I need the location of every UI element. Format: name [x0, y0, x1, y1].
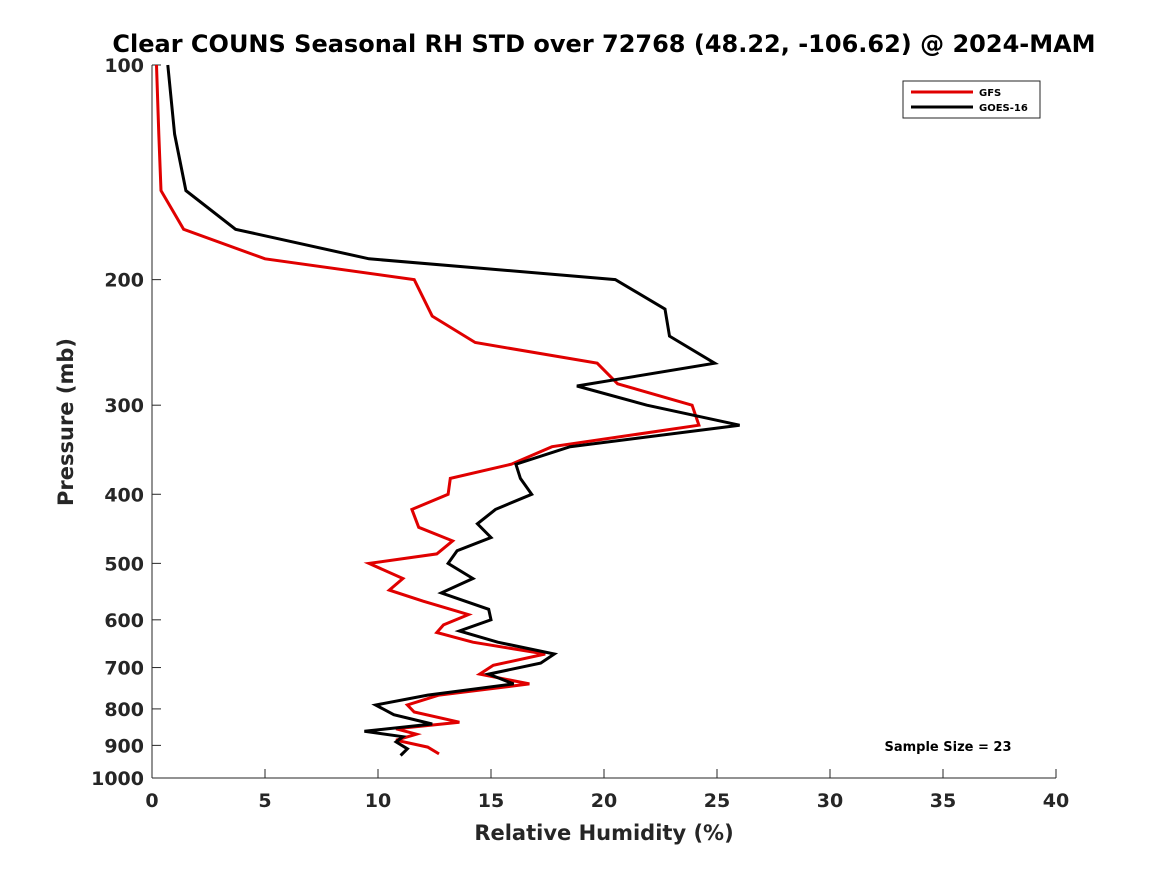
legend: GFS GOES-16 [902, 80, 1041, 119]
x-tick-label: 35 [930, 790, 956, 812]
sample-size-annotation: Sample Size = 23 [884, 740, 1011, 755]
y-tick-label: 400 [104, 484, 144, 506]
x-tick-label: 25 [704, 790, 730, 812]
legend-box [902, 80, 1041, 119]
legend-label-gfs: GFS [979, 88, 1001, 99]
x-ticks: 0 5 10 15 20 25 30 35 40 [145, 769, 1069, 812]
chart-title: Clear COUNS Seasonal RH STD over 72768 (… [112, 30, 1095, 58]
y-ticks: 100 200 300 400 500 600 700 800 900 1000 [91, 55, 161, 790]
x-tick-label: 15 [478, 790, 504, 812]
y-tick-label: 300 [104, 395, 144, 417]
y-tick-label: 100 [104, 55, 144, 77]
y-tick-label: 500 [104, 553, 144, 575]
series-lines [155, 64, 740, 757]
x-axis-label: Relative Humidity (%) [474, 821, 733, 845]
y-tick-label: 900 [104, 735, 144, 757]
y-tick-label: 1000 [91, 768, 144, 790]
y-tick-label: 700 [104, 658, 144, 680]
x-tick-label: 20 [591, 790, 617, 812]
x-tick-label: 5 [258, 790, 271, 812]
x-tick-label: 0 [145, 790, 158, 812]
y-tick-label: 800 [104, 699, 144, 721]
x-tick-label: 40 [1043, 790, 1069, 812]
x-tick-label: 30 [817, 790, 843, 812]
series-line-gfs [155, 64, 701, 756]
x-tick-label: 10 [365, 790, 391, 812]
y-axis-label: Pressure (mb) [54, 338, 78, 506]
y-tick-label: 200 [104, 270, 144, 292]
legend-label-goes16: GOES-16 [979, 103, 1028, 114]
series-line-goes-16 [166, 64, 740, 757]
y-tick-label: 600 [104, 610, 144, 632]
